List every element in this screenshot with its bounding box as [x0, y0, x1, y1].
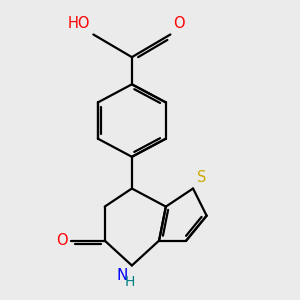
- Text: O: O: [174, 16, 185, 31]
- Text: S: S: [197, 170, 206, 185]
- Text: HO: HO: [68, 16, 90, 31]
- Text: O: O: [56, 233, 68, 248]
- Text: H: H: [124, 275, 135, 290]
- Text: N: N: [117, 268, 128, 283]
